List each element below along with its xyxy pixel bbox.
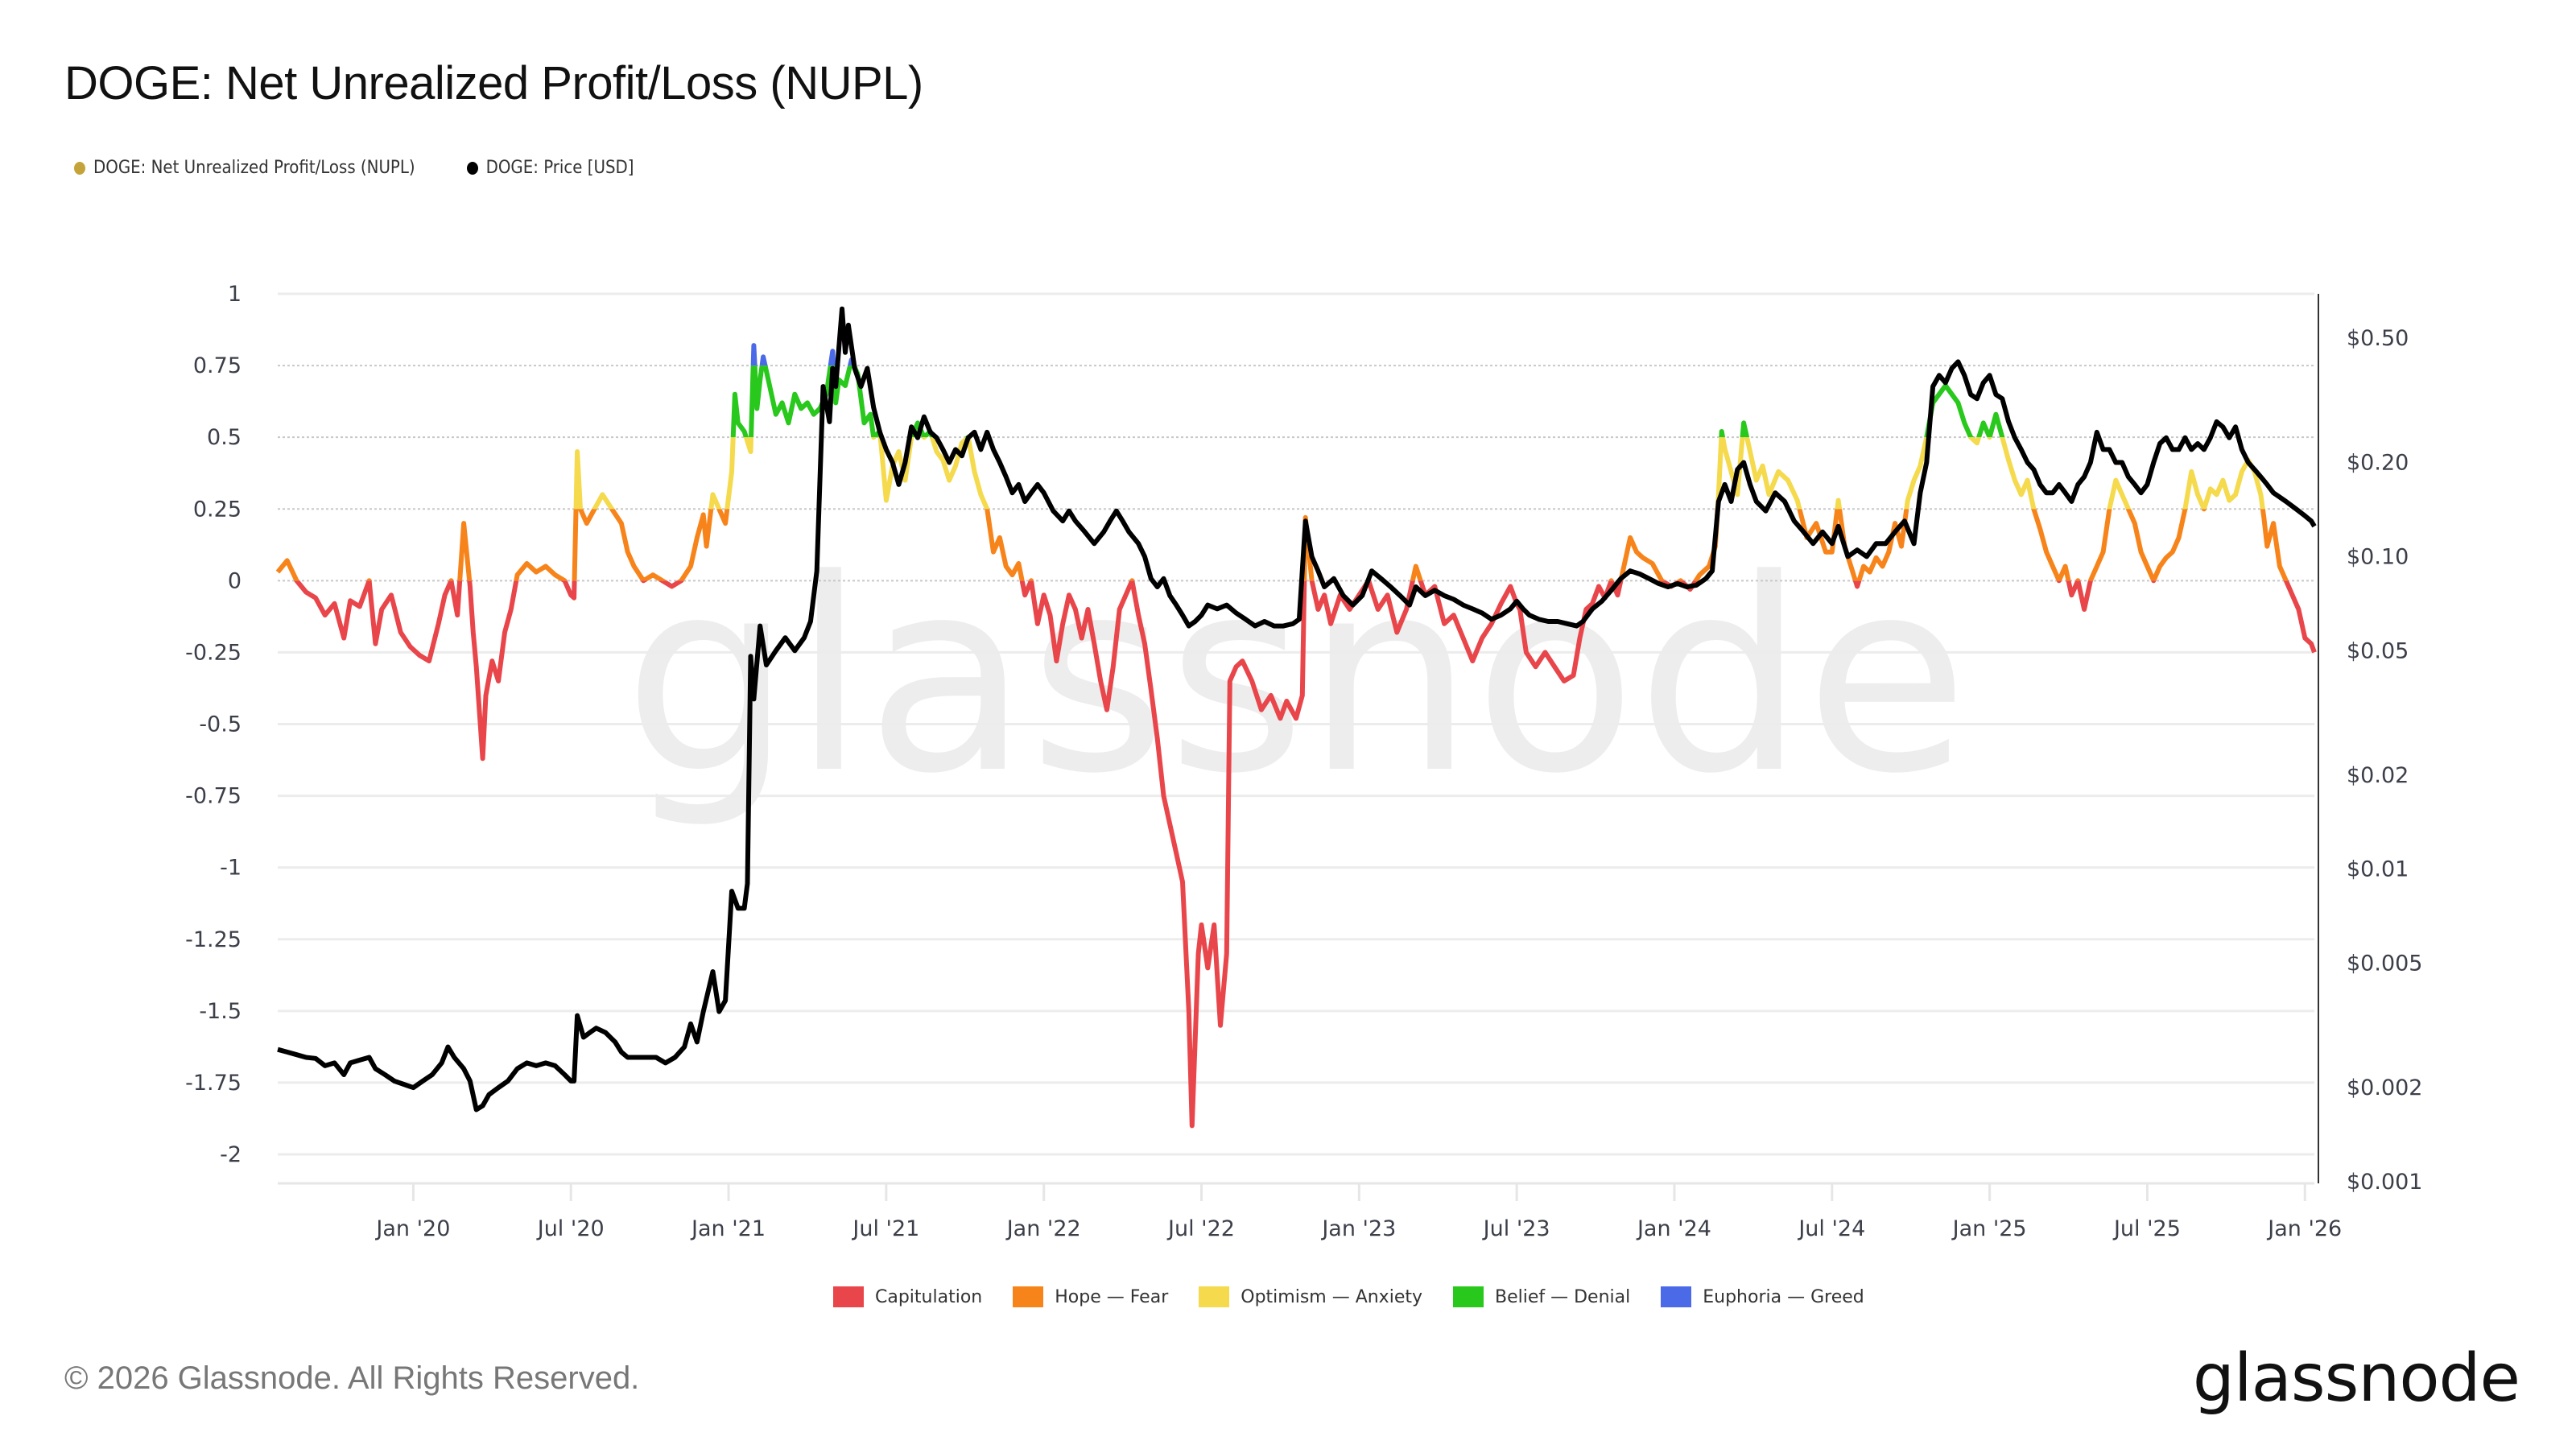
swatch-icon — [833, 1286, 864, 1307]
svg-text:Jan '22: Jan '22 — [1005, 1216, 1081, 1241]
svg-text:Jan '24: Jan '24 — [1636, 1216, 1711, 1241]
chart-axes: 1 0.75 0.5 0.25 0 -0.25 -0.5 -0.75 -1 -1.25 -1.5 -1… — [185, 282, 2422, 1241]
series-legend: DOGE: Net Unrealized Profit/Loss (NUPL) … — [74, 158, 634, 178]
price-series — [277, 306, 2317, 1113]
svg-text:$0.10: $0.10 — [2347, 544, 2409, 569]
svg-text:$0.005: $0.005 — [2347, 952, 2422, 976]
svg-text:-0.5: -0.5 — [199, 712, 242, 737]
svg-text:Jul '20: Jul '20 — [536, 1216, 605, 1241]
svg-text:$0.01: $0.01 — [2347, 857, 2409, 882]
swatch-icon — [1661, 1286, 1692, 1307]
svg-text:0.25: 0.25 — [193, 497, 242, 522]
svg-text:1: 1 — [228, 282, 242, 307]
nupl-series — [275, 343, 2317, 1129]
svg-text:$0.20: $0.20 — [2347, 451, 2409, 476]
svg-text:Jul '21: Jul '21 — [851, 1216, 919, 1241]
zone-legend-hope-fear[interactable]: Hope — Fear — [1013, 1286, 1168, 1307]
svg-text:Jan '23: Jan '23 — [1320, 1216, 1396, 1241]
zone-legend: Capitulation Hope — Fear Optimism — Anxi… — [833, 1286, 1864, 1307]
zone-label: Euphoria — Greed — [1703, 1286, 1864, 1307]
swatch-icon — [1199, 1286, 1230, 1307]
svg-text:Jul '22: Jul '22 — [1166, 1216, 1235, 1241]
svg-text:Jul '24: Jul '24 — [1797, 1216, 1865, 1241]
svg-text:Jan '25: Jan '25 — [1951, 1216, 2027, 1241]
glassnode-logo: glassnode — [2192, 1340, 2520, 1417]
svg-text:0.75: 0.75 — [193, 353, 242, 378]
svg-text:-0.75: -0.75 — [185, 784, 242, 809]
zone-legend-euphoria-greed[interactable]: Euphoria — Greed — [1661, 1286, 1864, 1307]
copyright-text: © 2026 Glassnode. All Rights Reserved. — [64, 1360, 640, 1396]
svg-text:$0.002: $0.002 — [2347, 1075, 2422, 1100]
zone-label: Belief — Denial — [1495, 1286, 1631, 1307]
page-title: DOGE: Net Unrealized Profit/Loss (NUPL) — [64, 57, 923, 109]
swatch-icon — [1013, 1286, 1044, 1307]
legend-label: DOGE: Net Unrealized Profit/Loss (NUPL) — [93, 158, 415, 178]
legend-item-nupl[interactable]: DOGE: Net Unrealized Profit/Loss (NUPL) — [74, 158, 415, 178]
zone-label: Hope — Fear — [1055, 1286, 1169, 1307]
svg-text:$0.001: $0.001 — [2347, 1170, 2422, 1195]
svg-text:Jan '26: Jan '26 — [2266, 1216, 2342, 1241]
zone-label: Optimism — Anxiety — [1241, 1286, 1422, 1307]
legend-item-price[interactable]: DOGE: Price [USD] — [466, 158, 634, 178]
zone-legend-capitulation[interactable]: Capitulation — [833, 1286, 982, 1307]
svg-text:-1.5: -1.5 — [199, 999, 242, 1024]
swatch-icon — [1453, 1286, 1484, 1307]
svg-text:0: 0 — [228, 568, 242, 593]
legend-dot-icon — [74, 161, 85, 175]
legend-label: DOGE: Price [USD] — [485, 158, 634, 178]
svg-text:Jan '21: Jan '21 — [690, 1216, 766, 1241]
svg-text:-1.75: -1.75 — [185, 1071, 242, 1096]
legend-dot-icon — [466, 161, 478, 175]
zone-legend-optimism-anxiety[interactable]: Optimism — Anxiety — [1199, 1286, 1422, 1307]
chart-grid — [278, 292, 2314, 1201]
svg-text:Jul '23: Jul '23 — [1482, 1216, 1550, 1241]
svg-text:-0.25: -0.25 — [185, 640, 242, 665]
zone-label: Capitulation — [875, 1286, 983, 1307]
svg-text:$0.50: $0.50 — [2347, 326, 2409, 351]
svg-text:0.5: 0.5 — [207, 425, 242, 450]
svg-text:Jul '25: Jul '25 — [2112, 1216, 2181, 1241]
svg-text:Jan '20: Jan '20 — [374, 1216, 450, 1241]
svg-text:-2: -2 — [220, 1142, 242, 1167]
svg-text:glassnode: glassnode — [624, 522, 1969, 832]
zone-legend-belief-denial[interactable]: Belief — Denial — [1453, 1286, 1630, 1307]
svg-text:$0.02: $0.02 — [2347, 763, 2409, 788]
svg-text:-1.25: -1.25 — [185, 927, 242, 952]
svg-text:$0.05: $0.05 — [2347, 638, 2409, 663]
watermark-logo: glassnode — [624, 522, 1969, 832]
svg-text:-1: -1 — [220, 856, 242, 881]
